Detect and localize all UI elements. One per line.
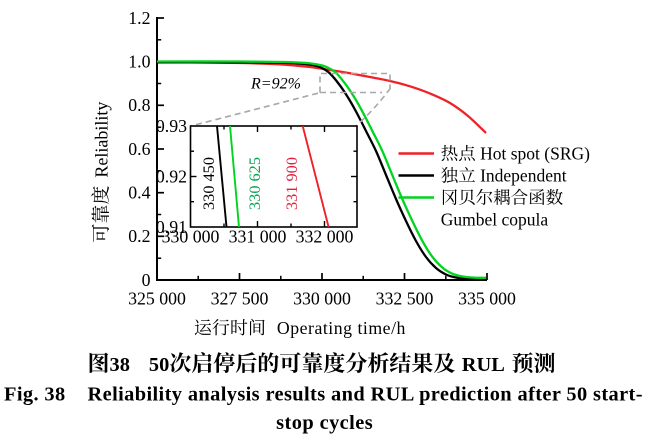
svg-text:325 000: 325 000 xyxy=(128,289,186,309)
svg-text:stop cycles: stop cycles xyxy=(276,412,373,434)
svg-text:330 625: 330 625 xyxy=(245,157,264,210)
svg-text:50: 50 xyxy=(149,354,169,376)
svg-text:0.6: 0.6 xyxy=(128,139,150,159)
svg-text:Reliability: Reliability xyxy=(92,102,112,178)
svg-text:330 450: 330 450 xyxy=(199,157,218,210)
svg-text:38: 38 xyxy=(110,354,130,376)
svg-text:RUL: RUL xyxy=(462,354,505,376)
svg-text:331 900: 331 900 xyxy=(282,157,301,210)
svg-text:0.2: 0.2 xyxy=(128,226,150,246)
svg-text:R=92%: R=92% xyxy=(250,76,301,93)
svg-text:1.0: 1.0 xyxy=(128,52,150,72)
svg-text:0.91: 0.91 xyxy=(156,217,187,237)
svg-text:332 000: 332 000 xyxy=(296,227,354,247)
svg-text:335 000: 335 000 xyxy=(458,289,516,309)
svg-text:Hot spot (SRG): Hot spot (SRG) xyxy=(480,144,590,164)
svg-text:330 000: 330 000 xyxy=(293,289,351,309)
svg-text:Gumbel copula: Gumbel copula xyxy=(441,210,549,230)
svg-text:Operating time/h: Operating time/h xyxy=(277,318,406,338)
svg-text:Fig. 38 Reliability analysi: Fig. 38 Reliability analysis results and… xyxy=(4,384,643,406)
svg-text:0.93: 0.93 xyxy=(156,116,187,136)
svg-text:Independent: Independent xyxy=(480,166,567,186)
svg-text:332 500: 332 500 xyxy=(376,289,434,309)
svg-text:1.2: 1.2 xyxy=(128,8,150,28)
svg-text:327 500: 327 500 xyxy=(211,289,269,309)
svg-text:330 000: 330 000 xyxy=(162,227,220,247)
svg-text:331 000: 331 000 xyxy=(229,227,287,247)
svg-text:0.92: 0.92 xyxy=(156,166,187,186)
svg-text:0.8: 0.8 xyxy=(128,95,150,115)
svg-text:0.4: 0.4 xyxy=(128,183,150,203)
svg-text:0: 0 xyxy=(142,270,151,290)
